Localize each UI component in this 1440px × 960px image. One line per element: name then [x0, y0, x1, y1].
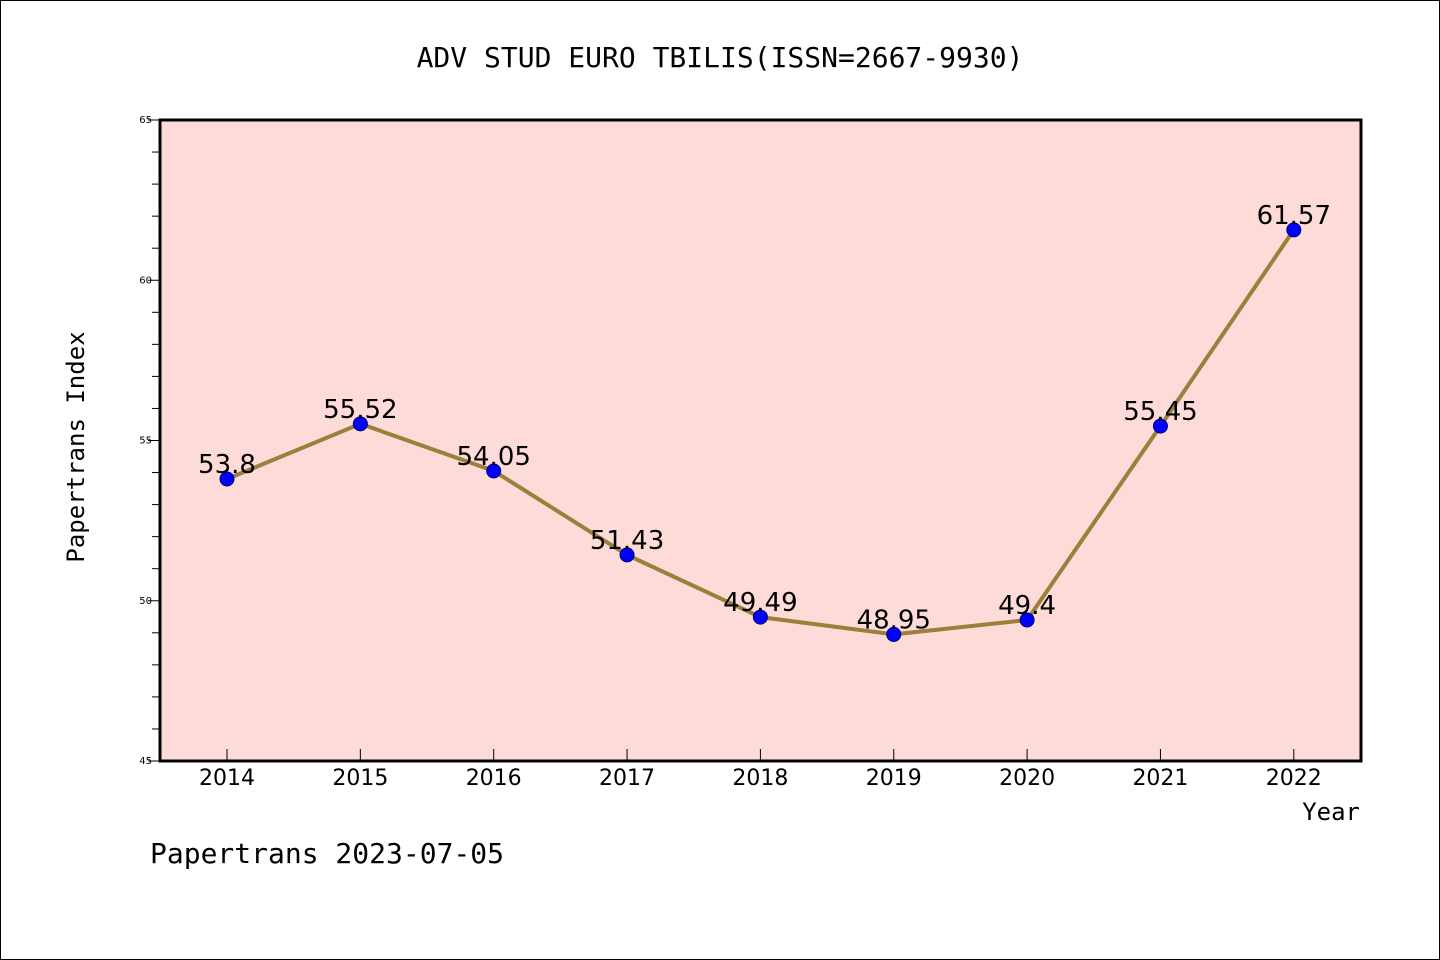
data-label: 51.43: [590, 526, 664, 556]
data-label: 55.45: [1123, 397, 1197, 427]
plot-border: [158, 118, 1363, 763]
data-point: [352, 416, 368, 432]
x-tick-label: 2019: [866, 766, 922, 791]
y-tick-label: 65: [139, 115, 152, 126]
x-axis-title: Year: [1302, 798, 1360, 826]
data-label: 49.4: [998, 591, 1056, 621]
data-point: [886, 626, 902, 642]
data-point: [1152, 418, 1168, 434]
x-tick-label: 2020: [999, 766, 1055, 791]
data-point: [1286, 222, 1302, 238]
x-tick-label: 2017: [599, 766, 655, 791]
y-tick-label: 55: [139, 436, 152, 447]
data-point: [486, 463, 502, 479]
x-tick-label: 2018: [732, 766, 788, 791]
data-point: [619, 547, 635, 563]
footer-date: Papertrans 2023-07-05: [150, 837, 504, 870]
data-labels: 53.8 55.52 54.05 51.43 49.49 48.95 49.4 55.45 61…: [198, 201, 1331, 635]
y-axis: 45 50 55 60 65: [139, 115, 160, 767]
y-axis-title: Papertrans Index: [62, 331, 90, 562]
x-tick-label: 2022: [1266, 766, 1322, 791]
data-label: 49.49: [723, 588, 797, 618]
chart-title: ADV STUD EURO TBILIS(ISSN=2667-9930): [417, 41, 1024, 74]
data-label: 61.57: [1257, 201, 1331, 231]
data-label: 54.05: [456, 442, 530, 472]
data-point: [752, 609, 768, 625]
plot-area: [160, 120, 1361, 761]
x-tick-label: 2015: [332, 766, 388, 791]
x-tick-label: 2021: [1132, 766, 1188, 791]
data-label: 48.95: [857, 605, 931, 635]
y-tick-label: 50: [139, 596, 152, 607]
data-label: 55.52: [323, 395, 397, 425]
data-label: 53.8: [198, 450, 256, 480]
data-point: [219, 471, 235, 487]
data-point: [1019, 612, 1035, 628]
y-tick-label: 60: [139, 275, 152, 286]
x-tick-label: 2016: [466, 766, 522, 791]
x-axis: 2014 2015 2016 2017 2018 2019 2020 2021 2022: [199, 749, 1322, 791]
x-tick-label: 2014: [199, 766, 255, 791]
data-markers: [219, 222, 1302, 642]
y-tick-label: 45: [139, 756, 152, 767]
